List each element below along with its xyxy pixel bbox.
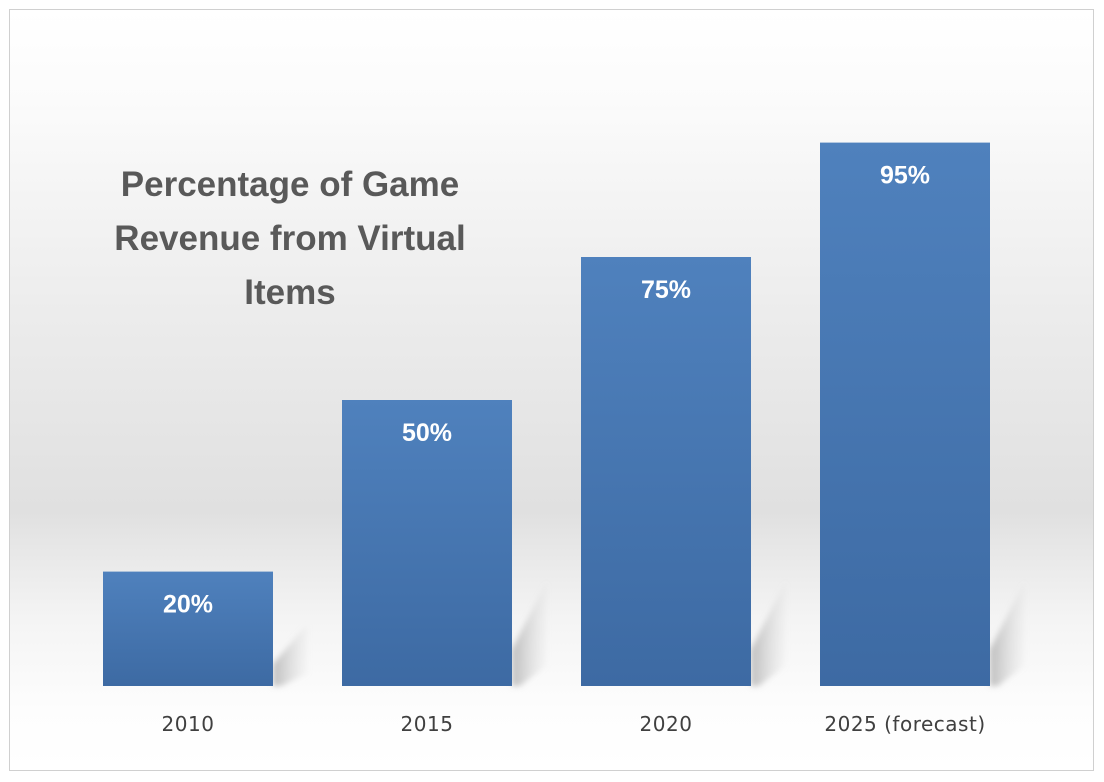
x-tick-label: 2020 [640,712,693,736]
data-label: 75% [641,276,691,304]
data-label: 50% [402,419,452,447]
x-tick-label: 2025 (forecast) [824,712,985,736]
bar-shadow [990,581,1025,686]
bar-shadow [512,581,547,686]
bar-chart: 20% 50% 75% 95% 2010 2015 2020 2025 (forecast) [103,142,1025,736]
bar-shadow [273,623,308,686]
bar-2025 [820,142,990,687]
data-labels-group: 20% 50% 75% 95% [163,162,930,619]
x-tick-label: 2015 [401,712,454,736]
x-tick-label: 2010 [162,712,215,736]
bar-2010 [103,571,273,686]
bar-2020 [581,257,751,686]
data-label: 20% [163,591,213,619]
x-axis-ticks: 2010 2015 2020 2025 (forecast) [162,712,986,736]
chart-frame: 20% 50% 75% 95% 2010 2015 2020 2025 (forecast)… [9,9,1094,771]
chart-title: Percentage of Game Revenue from Virtual … [114,165,466,312]
bars-group [103,142,990,687]
bar-shadow [751,581,786,686]
bar-2015 [342,400,512,686]
data-label: 95% [880,162,930,190]
bar-shadows [273,581,1025,686]
